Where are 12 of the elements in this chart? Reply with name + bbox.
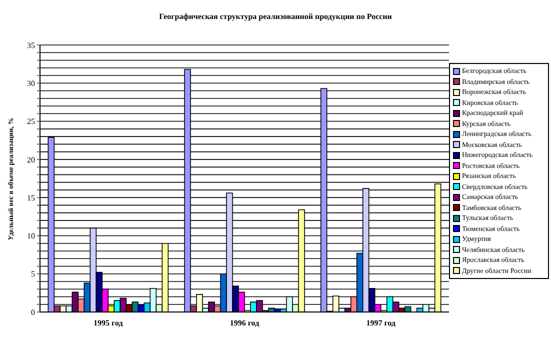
y-tick-label: 0: [31, 308, 35, 317]
y-tick-label: 5: [31, 270, 35, 279]
x-tick-label: 1996 год: [230, 318, 260, 328]
y-tick-label: 10: [27, 232, 35, 241]
y-tick-label: 15: [27, 193, 35, 202]
y-tick-label: 35: [27, 40, 35, 50]
x-tick-label: 1995 год: [94, 318, 123, 328]
x-tick-label: 1997 год: [366, 318, 396, 328]
y-tick-label: 30: [27, 78, 35, 88]
y-tick-label: 20: [27, 155, 35, 164]
chart-title: Географическая структура реализованной продукции по России: [158, 12, 393, 21]
y-tick-label: 25: [27, 117, 35, 126]
